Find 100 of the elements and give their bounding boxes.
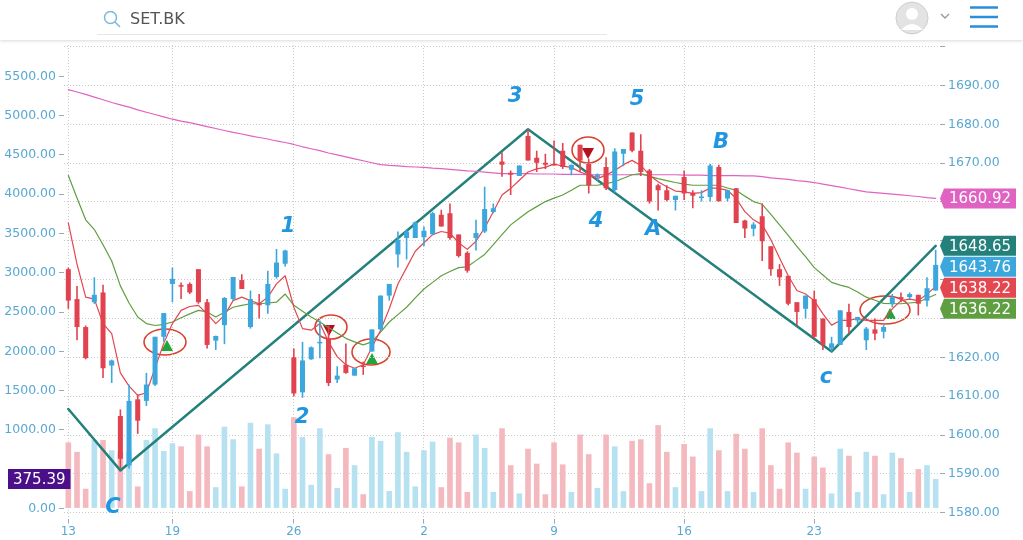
annotation: B [712, 129, 730, 154]
bar [351, 465, 358, 508]
bar [525, 448, 531, 508]
candlestick [273, 248, 280, 280]
bar [291, 417, 297, 508]
bar [533, 463, 540, 508]
bar [794, 452, 800, 508]
bar [395, 432, 401, 508]
y2-tick-label: 1000.00 [4, 421, 57, 437]
bar [637, 439, 644, 508]
bar [872, 455, 878, 508]
bar [655, 425, 661, 508]
x-tick-label: 23 [806, 523, 822, 538]
bar [724, 491, 731, 508]
bar [507, 465, 514, 508]
bar [863, 451, 870, 508]
annotation: c [819, 364, 833, 389]
bar [551, 442, 557, 508]
y2-tick-label: 1500.00 [4, 381, 57, 397]
candlestick [898, 291, 904, 303]
bar [768, 465, 774, 508]
candlestick [91, 276, 97, 305]
bar [716, 450, 722, 508]
candlestick [395, 230, 401, 269]
text: 1638.22 [949, 278, 1012, 297]
bar [438, 487, 445, 508]
candlestick [508, 169, 514, 196]
bar [663, 451, 670, 508]
y2-tick-label: 3000.00 [4, 264, 57, 280]
y-tick-label: 1610.00 [948, 387, 1000, 403]
bar [698, 491, 705, 508]
candlestick [499, 151, 505, 178]
candlestick [430, 210, 436, 237]
bar [317, 428, 323, 508]
bar [178, 446, 184, 508]
y-tick-label: 1670.00 [948, 154, 1000, 170]
bar [742, 448, 748, 508]
candlestick [464, 250, 470, 274]
candlestick [629, 131, 635, 154]
x-tick-label: 2 [420, 523, 428, 538]
annotation: 2 [294, 404, 310, 429]
bar [256, 448, 262, 508]
bar [828, 493, 835, 508]
bar [100, 440, 106, 508]
y2-tick-label: 2000.00 [4, 342, 57, 358]
candlestick [655, 182, 661, 212]
search-field: SET.BK [97, 4, 607, 35]
bar [421, 450, 427, 508]
bar [212, 487, 219, 508]
candlestick [690, 189, 696, 209]
y2-tick-label: 5000.00 [4, 106, 57, 122]
bar [898, 458, 904, 508]
candlestick [681, 169, 687, 201]
candlestick [768, 245, 774, 277]
bar [690, 456, 696, 508]
y-tick-label: 1690.00 [948, 76, 1000, 92]
candlestick [482, 186, 488, 234]
candlestick [794, 301, 800, 326]
x-tick-label: 26 [286, 523, 302, 538]
candlestick [369, 328, 375, 353]
annotation: 3 [507, 83, 523, 108]
text: 1648.65 [949, 236, 1012, 255]
bar [733, 433, 739, 508]
annotation: A [642, 216, 662, 241]
candlestick [777, 263, 783, 287]
bar [74, 451, 80, 508]
candlestick [421, 225, 427, 248]
text: 1660.92 [949, 189, 1012, 208]
bar [846, 455, 852, 508]
y2-tick-label: 4000.00 [4, 185, 57, 201]
x-tick-label: 19 [164, 523, 181, 538]
bar [204, 446, 210, 508]
annotation: 1 [280, 213, 296, 238]
candlestick [872, 317, 878, 342]
bar [785, 442, 792, 508]
bar [681, 443, 687, 508]
bar [343, 447, 349, 508]
bar [238, 486, 245, 508]
bar [455, 442, 462, 508]
candlestick [404, 228, 410, 261]
bar [360, 494, 367, 508]
annotation: 375.39 [13, 469, 66, 488]
bar [611, 446, 618, 508]
text: 1643.76 [949, 257, 1012, 276]
bar [265, 424, 271, 508]
bar [334, 487, 341, 508]
candlestick [334, 365, 340, 384]
candlestick [143, 372, 149, 407]
bar [186, 491, 193, 508]
bar [620, 491, 627, 508]
bar [447, 437, 453, 508]
y-tick-label: 1680.00 [948, 115, 1000, 131]
candlestick [161, 312, 167, 343]
chart-title: SET.BK [130, 9, 185, 28]
bar [646, 483, 653, 508]
bar [464, 491, 471, 508]
bar [880, 494, 887, 508]
bar [308, 484, 314, 508]
bar [924, 465, 930, 508]
bar [585, 454, 592, 508]
